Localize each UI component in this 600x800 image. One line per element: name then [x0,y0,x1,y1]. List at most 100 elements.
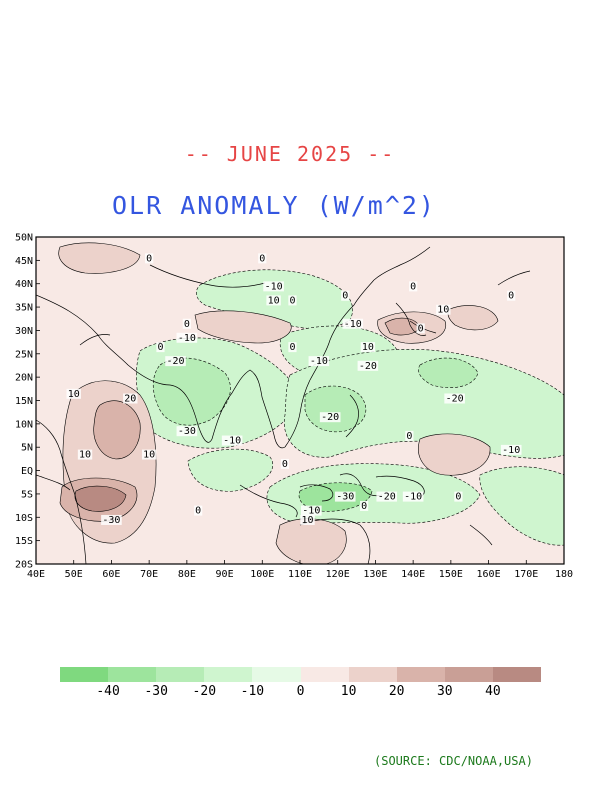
pos-region-arabian-sea-30 [93,400,141,460]
colorbar-swatch [492,667,542,682]
contour-label-bg [141,449,157,460]
lon-tick-label: 140E [401,569,425,580]
contour-label-bg [334,491,356,502]
colorbar-swatch [60,667,109,682]
lat-tick-label: 25N [15,349,33,360]
lat-tick-label: 10S [15,513,33,524]
colorbar-label: 30 [436,684,453,699]
lat-tick-label: 10N [15,419,33,430]
contour-label: 10 [302,515,314,526]
lat-tick-label: EQ [21,466,33,477]
lat-tick-label: 20N [15,373,33,384]
lon-tick-label: 90E [216,569,234,580]
contour-label-bg [360,342,376,353]
contour-label: 0 [157,342,163,353]
colorbar-label: -40 [96,684,120,699]
contour-label-bg [182,318,191,329]
contour-label: 0 [282,459,288,470]
contour-label: 0 [418,323,424,334]
contour-label: -20 [167,356,185,367]
pos-region-mid-pac [418,433,491,476]
lon-tick-label: 80E [178,569,196,580]
contour-label: -30 [336,492,354,503]
contour-label: 0 [410,281,416,292]
lat-tick-label: 5N [21,443,33,454]
contour-label: -30 [178,426,196,437]
contour-label-bg [342,318,364,329]
colorbar-swatch [156,667,205,682]
contour-label-bg [258,253,267,264]
contour-label: 0 [146,253,152,264]
contour-label-bg [444,393,465,404]
contour-label-bg [221,435,243,446]
lat-tick-label: 40N [15,279,33,290]
olr-anomaly-map: 50N 45N 40N 35N 30N 25N 20N 15N 10N 5N EQ 5S 10S 15S 2… [15,233,573,581]
contour-label: 10 [437,305,449,316]
neg-region-central-pac [418,357,479,388]
colorbar-swatch [348,667,398,682]
contour-label-bg [77,449,93,460]
colorbar-swatch [108,667,157,682]
contour-label-bg [301,505,322,516]
contour-label: -10 [178,333,196,344]
contour-label: -20 [321,412,339,423]
pos-region-equatorial-io-core [74,485,127,512]
contour-label-bg [341,290,350,301]
contour-label: -10 [502,445,520,456]
contour-label: 0 [289,295,295,306]
lon-tick-label: 100E [250,569,274,580]
date-title: -- JUNE 2025 -- [184,142,396,166]
contour-label-bg [409,281,418,292]
lat-tick-label: 45N [15,256,33,267]
contour-label: -10 [265,281,283,292]
contour-label-bg [454,491,463,502]
contour-label-bg [266,295,281,306]
contour-label-bg [263,281,284,292]
contour-label: 0 [406,431,412,442]
colorbar-label: 20 [388,684,405,699]
contour-label-bg [165,356,186,367]
lat-tick-label: 15N [15,396,33,407]
contour-label: -10 [404,492,422,503]
contour-label: 0 [259,253,265,264]
contour-label: -10 [302,506,320,517]
lon-tick-label: 110E [288,569,312,580]
contour-label: 0 [342,291,348,302]
contour-label: 10 [362,342,374,353]
contour-label: -10 [344,319,362,330]
pos-region-nw-pac [447,305,499,331]
contour-label: -20 [378,492,396,503]
axis-labels: 50N 45N 40N 35N 30N 25N 20N 15N 10N 5N EQ 5S 10S 15S 2… [15,233,573,581]
colorbar-label: -20 [192,684,217,699]
lon-tick-label: 160E [477,569,501,580]
colorbar-label: 10 [340,684,357,699]
contour-label-bg [145,253,154,264]
contour-label-bg [176,332,198,343]
colorbar-label: 0 [296,684,305,699]
contour-label: 0 [508,291,514,302]
pos-region-north-asia [58,242,141,274]
contour-label-bg [416,323,425,334]
neg-region-south-pac [479,466,564,546]
contour-label-bg [405,430,414,441]
lat-tick-label: 50N [15,233,33,244]
source-credit: (SOURCE: CDC/NOAA,USA) [374,754,533,768]
contour-label-bg [288,342,297,353]
colorbar-swatch [300,667,350,682]
contour-label: 20 [124,394,136,405]
contour-label-bg [319,412,341,423]
contour-label-bg [402,491,424,502]
lat-tick-label: 15S [15,536,33,547]
contour-label-bg [176,426,198,437]
colorbar-swatch [396,667,446,682]
lon-tick-label: 170E [514,569,538,580]
contour-label: -10 [223,436,241,447]
contour-label-bg [101,514,122,525]
contour-label: 0 [289,342,295,353]
contour-label: 0 [361,501,367,512]
contour-label: 0 [455,492,461,503]
colorbar-label: 40 [485,684,501,699]
main-title: OLR ANOMALY (W/m^2) [112,191,436,220]
contour-label-bg [500,444,522,455]
